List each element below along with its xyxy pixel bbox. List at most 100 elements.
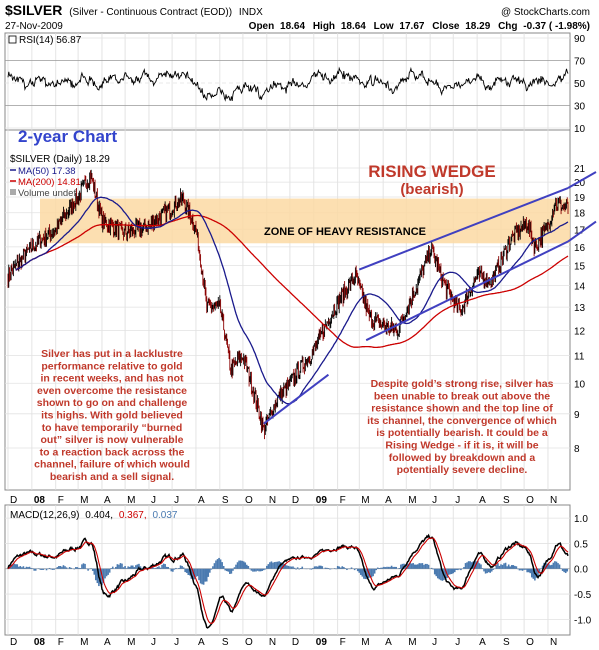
right-note-line: is potentially bearish. It could be a [376, 427, 548, 439]
price-tick-label: 11 [574, 352, 585, 363]
x-tick-label: M [80, 495, 88, 506]
open-value: 18.64 [280, 21, 305, 32]
ma200-legend: MA(200) 14.81 [18, 177, 81, 188]
right-note-line: resistance shown and the top line of [371, 403, 553, 415]
low-label: Low [374, 21, 394, 32]
left-note-line: to a reaction back across the [40, 446, 185, 458]
x-tick-label: F [58, 495, 64, 506]
x-tick-label-bottom: J [455, 637, 460, 648]
x-tick-label: M [361, 495, 369, 506]
x-tick-label-bottom: J [432, 637, 437, 648]
x-tick-label-bottom: 09 [316, 637, 328, 648]
chart-title: 2-year Chart [18, 127, 118, 146]
x-tick-label: A [198, 495, 205, 506]
wedge-lower-extension [567, 220, 597, 243]
x-tick-label-bottom: N [550, 637, 557, 648]
x-tick-label: M [127, 495, 135, 506]
left-note-line: in recent weeks, and has not [41, 373, 184, 385]
high-value: 18.64 [341, 21, 366, 32]
x-tick-label-bottom: A [104, 637, 111, 648]
x-tick-label: N [550, 495, 557, 506]
left-note-line: Silver has put in a lacklustre [41, 348, 183, 360]
right-annotation: Despite gold’s strong rise, silver hasbe… [367, 378, 557, 476]
price-tick-label: 9 [574, 410, 580, 421]
price-tick-label: 12 [574, 326, 586, 337]
x-tick-label-bottom: M [361, 637, 369, 648]
x-tick-label: A [479, 495, 486, 506]
close-value: 18.29 [465, 21, 490, 32]
volume-legend: Volume undef [18, 188, 76, 199]
x-tick-label-bottom: S [503, 637, 510, 648]
macd-tick-label: -0.5 [574, 590, 592, 601]
x-tick-label-bottom: M [127, 637, 135, 648]
left-note-line: out” silver is now vulnerable [41, 434, 184, 446]
x-tick-label-bottom: S [222, 637, 229, 648]
price-tick-label: 19 [574, 193, 586, 204]
left-note-line: shown to go on and challenge [37, 397, 188, 409]
rsi-tick-label: 90 [574, 34, 586, 45]
macd-legend-signal: 0.367, [119, 510, 147, 521]
quote-date: 27-Nov-2009 [5, 21, 63, 32]
left-annotation: Silver has put in a lacklustreperformanc… [34, 348, 190, 483]
left-note-line: channel, failure of which would [34, 459, 190, 471]
x-tick-label: 08 [34, 495, 46, 506]
x-tick-label-bottom: A [479, 637, 486, 648]
x-tick-label-bottom: F [58, 637, 64, 648]
x-tick-label: J [455, 495, 460, 506]
macd-tick-label: -1.0 [574, 615, 592, 626]
pattern-title: RISING WEDGE [368, 162, 496, 181]
left-note-line: bearish and a sell signal. [50, 471, 174, 483]
price-tick-label: 8 [574, 444, 580, 455]
right-note-line: Despite gold’s strong rise, silver has [371, 378, 554, 390]
x-tick-label: D [10, 495, 17, 506]
low-value: 17.67 [399, 21, 424, 32]
rsi-legend: RSI(14) 56.87 [19, 35, 82, 46]
price-tick-label: 18 [574, 209, 586, 220]
open-label: Open [249, 21, 275, 32]
x-tick-label-bottom: N [269, 637, 276, 648]
price-tick-label: 15 [574, 262, 586, 273]
x-tick-label: J [151, 495, 156, 506]
rsi-tick-label: 10 [574, 124, 586, 135]
x-tick-label: D [292, 495, 299, 506]
price-legend: $SILVER (Daily) 18.29 [10, 154, 110, 165]
contract-name: (Silver - Continuous Contract (EOD)) [69, 7, 232, 18]
macd-legend-name: MACD(12,26,9) [10, 510, 79, 521]
rsi-tick-label: 30 [574, 102, 586, 113]
wedge-upper-extension [567, 171, 597, 189]
x-tick-label: N [269, 495, 276, 506]
x-tick-label-bottom: M [80, 637, 88, 648]
ma200-line [15, 214, 569, 349]
right-note-line: been unable to break out above the [374, 390, 550, 402]
x-tick-label-bottom: J [174, 637, 179, 648]
rsi-line [7, 66, 569, 102]
right-note-line: its channel, the convergence of which [367, 415, 557, 427]
zone-label: ZONE OF HEAVY RESISTANCE [264, 226, 426, 238]
rsi-panel-frame [4, 32, 571, 131]
x-tick-label: O [526, 495, 534, 506]
right-note-line: Rising Wedge - if it is, it will be [385, 440, 538, 452]
wedge-lower-line [365, 240, 569, 342]
svg-text:$SILVER (Silver - Continuo: $SILVER (Silver - Continuous Contract (E… [5, 2, 263, 18]
x-tick-label: S [222, 495, 229, 506]
x-tick-label-bottom: D [10, 637, 17, 648]
price-tick-label: 17 [574, 225, 586, 236]
x-tick-label-bottom: O [245, 637, 253, 648]
rsi-tick-label: 50 [574, 79, 586, 90]
macd-tick-label: 1.0 [574, 514, 588, 525]
price-tick-label: 20 [574, 178, 586, 189]
wedge-upper-line [358, 187, 569, 271]
right-note-line: followed by breakdown and a [389, 452, 536, 464]
pattern-subtitle: (bearish) [400, 181, 463, 198]
symbol: $SILVER [5, 2, 62, 18]
macd-tick-label: 0.0 [574, 565, 588, 576]
support-line-2008 [263, 373, 330, 425]
x-tick-label-bottom: M [408, 637, 416, 648]
x-tick-label: A [104, 495, 111, 506]
price-tick-label: 13 [574, 303, 586, 314]
x-tick-label-bottom: F [340, 637, 346, 648]
price-tick-label: 16 [574, 243, 586, 254]
source-credit: @ StockCharts.com [501, 7, 590, 18]
x-tick-label: F [340, 495, 346, 506]
